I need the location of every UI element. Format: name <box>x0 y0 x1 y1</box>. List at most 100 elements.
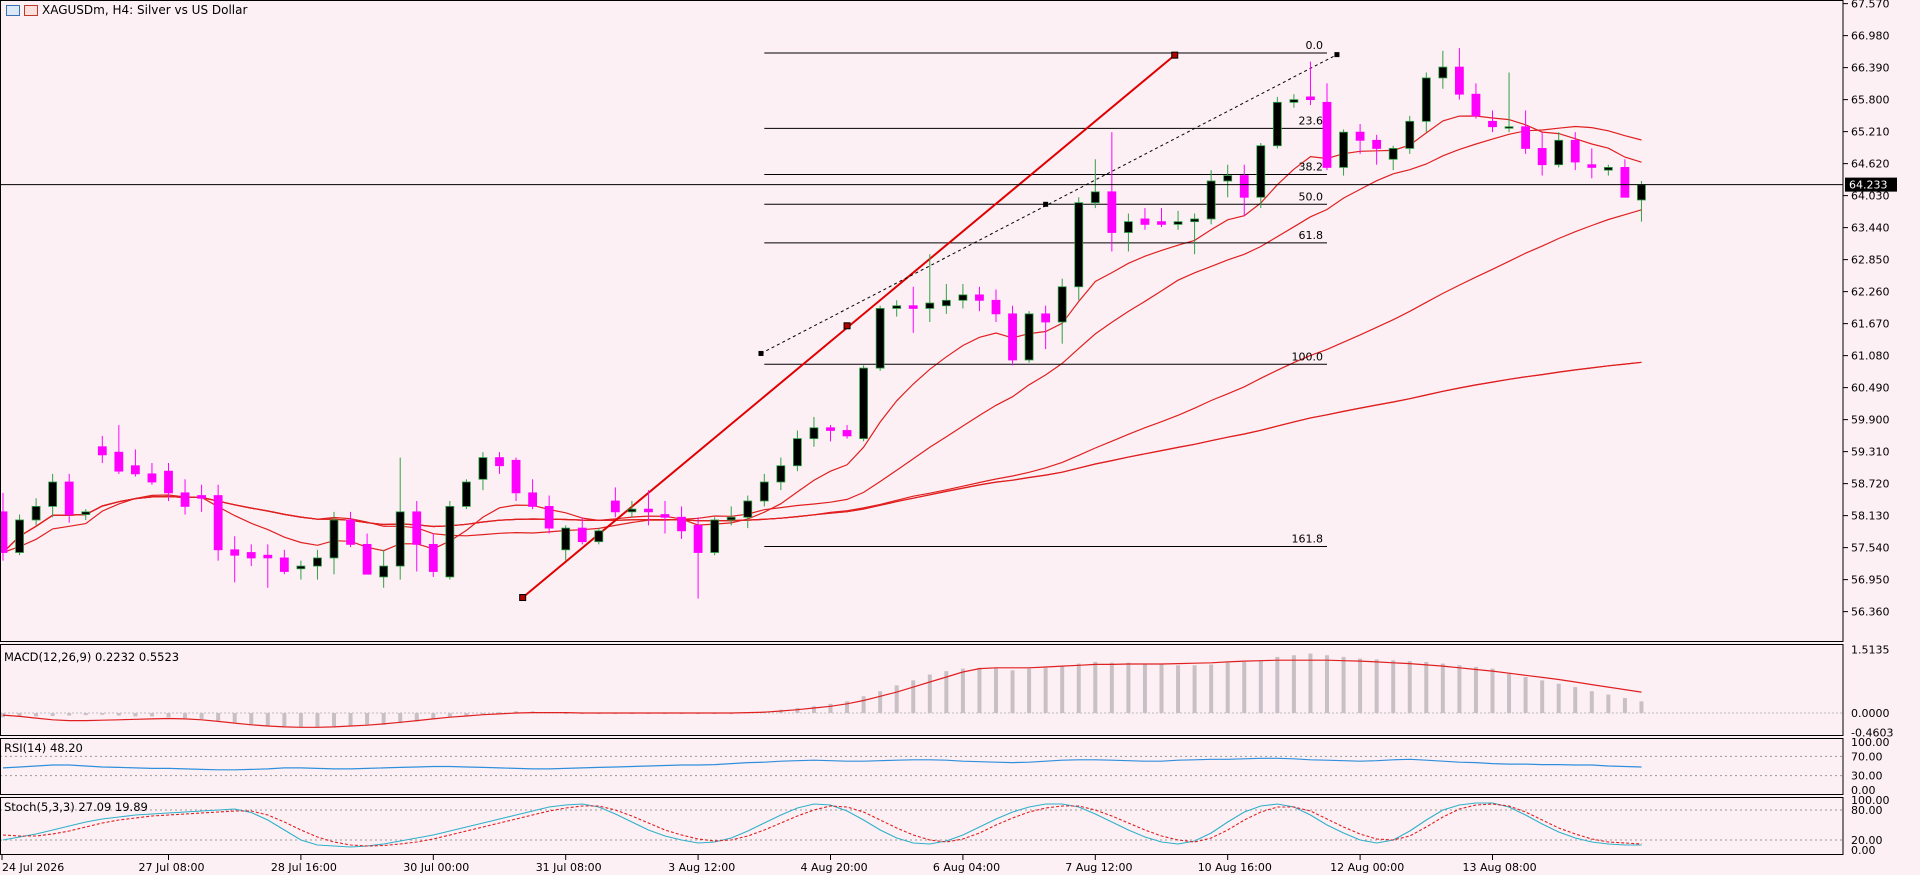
candle <box>114 451 124 472</box>
price-tick-label: 59.900 <box>1851 414 1890 427</box>
candle <box>97 446 107 456</box>
candle <box>1455 66 1464 95</box>
price-tick-label: 57.540 <box>1851 542 1890 555</box>
macd-tick-label: 0.0000 <box>1851 707 1890 720</box>
price-chart-panel: 0.0 23.6 38.2 50.0 61.8 100.0 161.8 <box>0 39 1843 602</box>
moving-average-line <box>0 209 1642 554</box>
macd-bar <box>861 696 866 714</box>
macd-bar <box>1540 680 1545 714</box>
macd-bar <box>1258 660 1263 714</box>
price-tick-label: 56.950 <box>1851 574 1890 587</box>
macd-bar <box>480 713 485 715</box>
candle <box>759 481 769 502</box>
macd-bar <box>50 713 55 716</box>
time-tick-label: 27 Jul 08:00 <box>139 861 205 874</box>
candle <box>197 495 207 499</box>
candle <box>379 565 389 578</box>
price-tick-label: 61.080 <box>1851 350 1890 363</box>
candle <box>1339 131 1348 168</box>
candle <box>478 457 488 480</box>
candle <box>1421 77 1431 122</box>
time-tick-label: 13 Aug 08:00 <box>1463 861 1537 874</box>
candle <box>1587 164 1597 168</box>
macd-bar <box>83 713 88 716</box>
macd-bar <box>911 680 916 714</box>
time-tick-label: 3 Aug 12:00 <box>668 861 735 874</box>
price-axis: 67.570 66.980 66.390 65.800 65.210 64.620 64.0… <box>1843 0 1897 857</box>
panel-frame <box>0 797 1844 855</box>
candle <box>826 427 835 431</box>
macd-bar <box>282 713 287 727</box>
macd-bar <box>1523 677 1528 714</box>
macd-bar <box>1606 694 1611 714</box>
candle <box>329 519 339 559</box>
candle <box>1272 101 1282 147</box>
rsi-line <box>2 757 1642 771</box>
candle <box>1090 191 1100 204</box>
candle <box>511 459 521 494</box>
macd-signal-line <box>2 659 1642 728</box>
fib-level-label: 50.0 <box>1299 190 1324 203</box>
macd-bar <box>34 713 39 717</box>
candle <box>842 430 852 437</box>
macd-bar <box>1176 665 1181 714</box>
price-tick-label: 61.670 <box>1851 318 1890 331</box>
macd-bar <box>1076 663 1081 714</box>
candle <box>1024 313 1034 361</box>
fib-anchor <box>758 350 764 356</box>
candle <box>743 500 753 518</box>
chart-window-icon[interactable] <box>24 4 38 16</box>
macd-bar <box>960 668 965 714</box>
candle <box>693 524 703 553</box>
price-tick-label: 64.030 <box>1851 190 1890 203</box>
stoch-main-line <box>2 802 1642 848</box>
candle <box>1124 221 1133 233</box>
candle <box>991 299 1001 315</box>
fib-level-label: 61.8 <box>1299 229 1324 242</box>
candle <box>1603 167 1613 171</box>
macd-bar <box>17 713 22 717</box>
macd-bar <box>265 713 270 726</box>
macd-bar <box>1424 661 1429 714</box>
candle <box>627 508 637 513</box>
macd-bar <box>1639 701 1644 714</box>
candle <box>1322 101 1332 168</box>
macd-bar <box>398 713 403 724</box>
macd-bar <box>315 713 320 728</box>
candle <box>1355 131 1365 141</box>
macd-bar <box>1325 655 1329 714</box>
macd-bar <box>1225 662 1230 714</box>
macd-bar <box>166 713 171 718</box>
time-axis: 24 Jul 2026 27 Jul 08:00 28 Jul 16:00 30 Ju… <box>1 855 1537 874</box>
time-tick-label: 24 Jul 2026 <box>2 861 64 874</box>
candle <box>941 299 951 307</box>
candle <box>975 294 984 301</box>
price-tick-label: 56.360 <box>1851 606 1890 619</box>
candle <box>793 438 802 467</box>
candle <box>561 527 571 551</box>
candle <box>1107 191 1117 233</box>
macd-tick-label: -0.4603 <box>1851 726 1893 739</box>
macd-bar <box>994 667 998 714</box>
macd-bar <box>249 713 254 725</box>
macd-bar <box>1060 666 1065 714</box>
chart-list-icon[interactable] <box>6 4 20 16</box>
macd-bar <box>348 713 353 726</box>
candle <box>660 514 670 518</box>
candle <box>1388 148 1398 160</box>
candle <box>495 457 504 467</box>
macd-bar <box>977 667 982 714</box>
candle <box>892 305 902 309</box>
candle <box>48 481 58 507</box>
rsi-panel <box>0 755 1843 777</box>
stoch-tick-label: 80.00 <box>1851 804 1883 817</box>
macd-bar <box>298 713 303 727</box>
macd-bar <box>116 713 121 716</box>
candle <box>461 481 471 507</box>
price-tick-label: 60.490 <box>1851 382 1890 395</box>
candle <box>908 305 918 309</box>
candle <box>528 492 537 507</box>
macd-label: MACD(12,26,9) 0.2232 0.5523 <box>4 650 180 664</box>
time-tick-label: 4 Aug 20:00 <box>801 861 868 874</box>
